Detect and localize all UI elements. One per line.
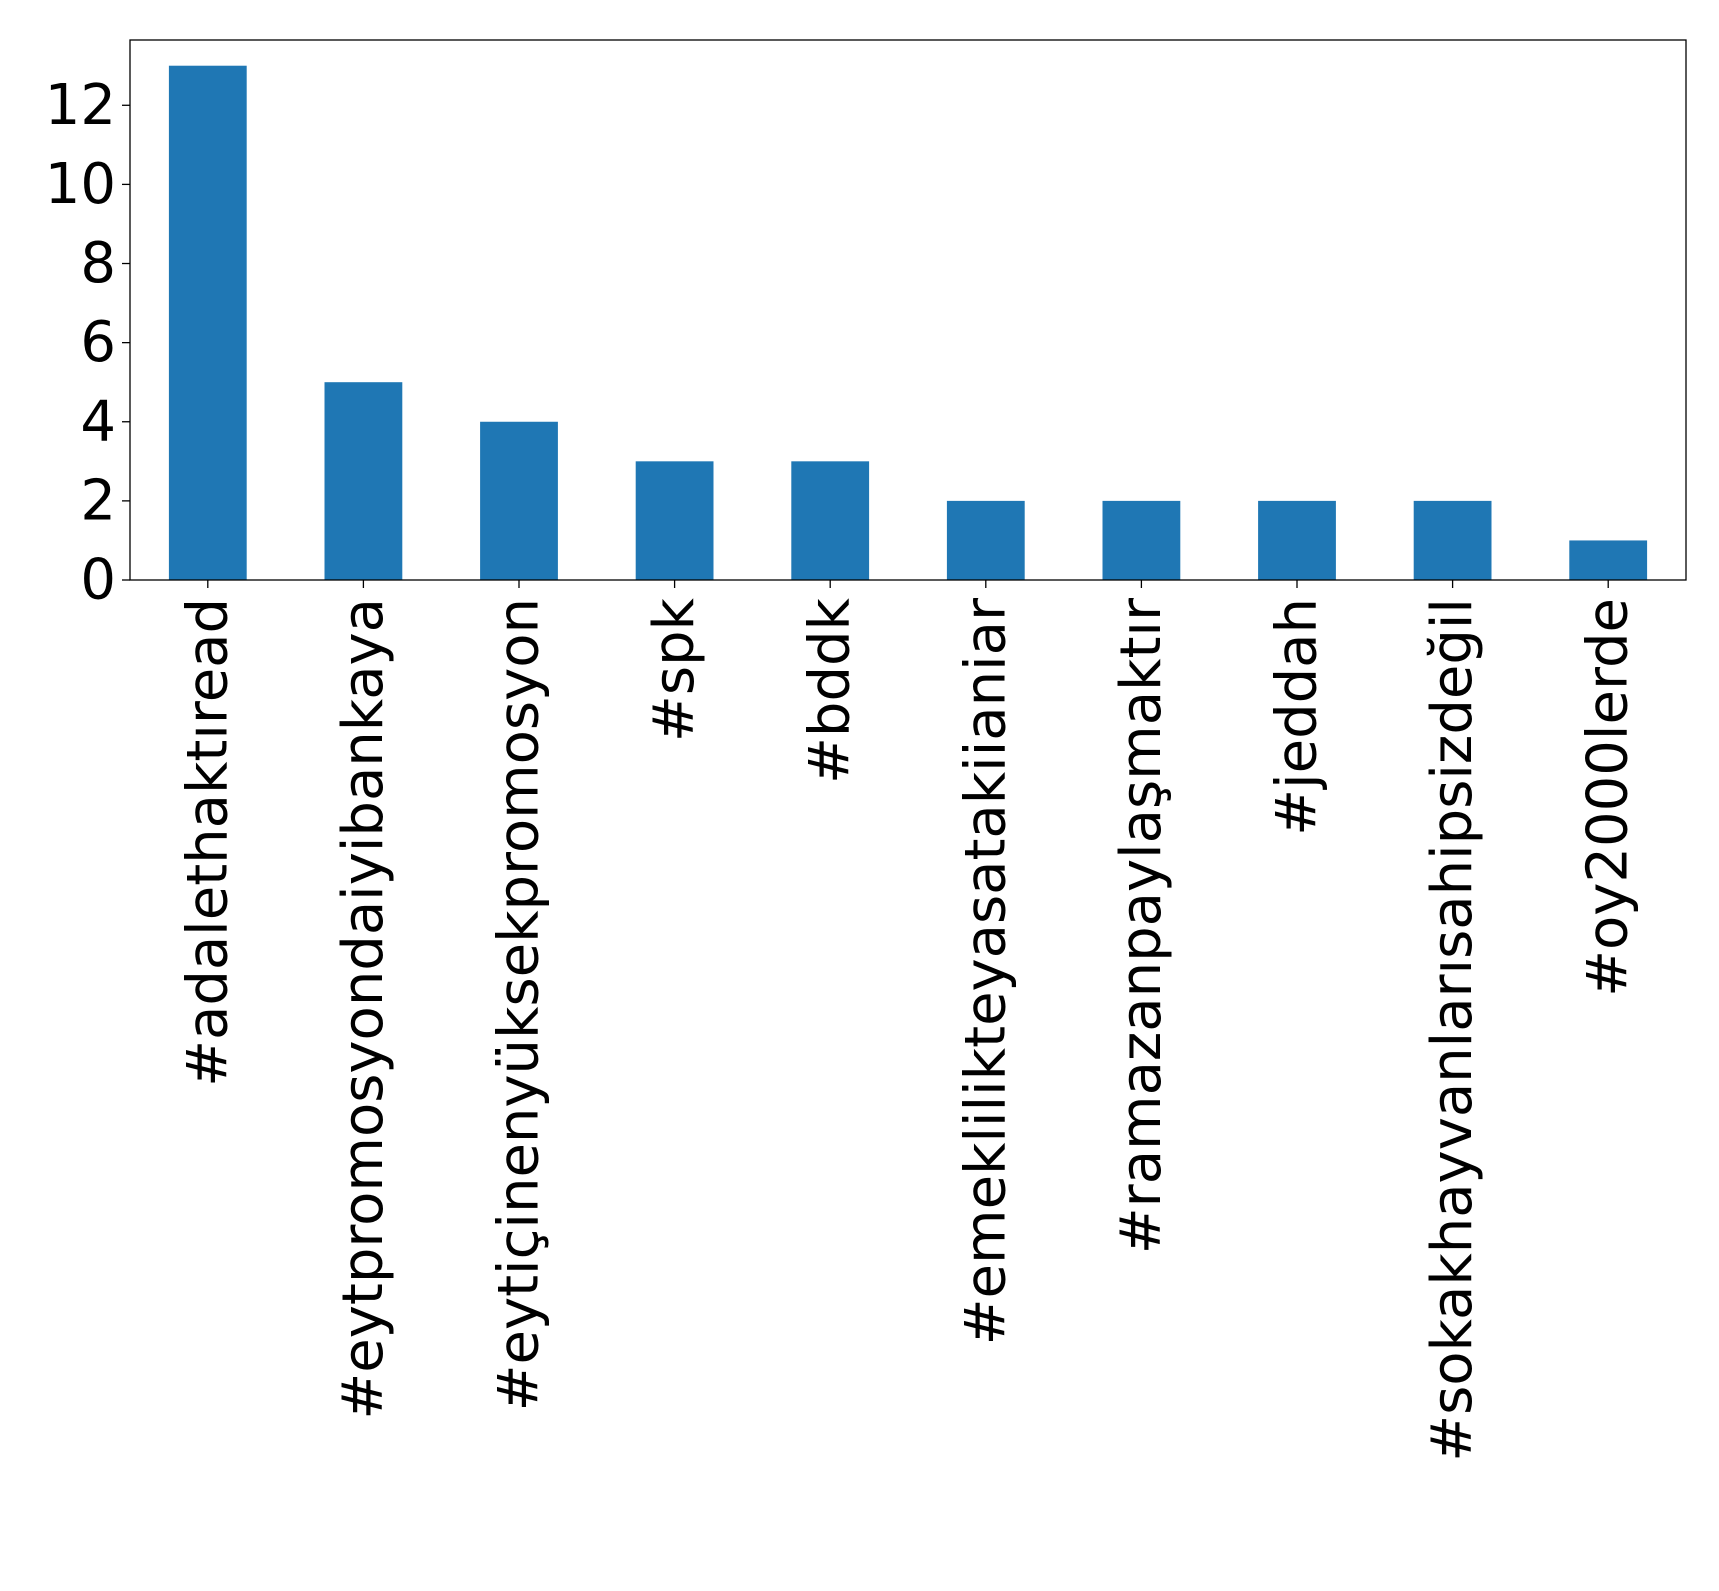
bar-0	[168, 65, 247, 580]
y-tick-label: 6	[80, 310, 116, 375]
x-tick-label: #ramazanpaylaşmaktır	[1109, 597, 1174, 1254]
x-tick-label: #oy2000lerde	[1576, 598, 1641, 997]
bar-2	[480, 421, 558, 580]
bar-9	[1569, 540, 1648, 580]
x-tick-label: #emeklilikteyasatakiianiar	[953, 597, 1018, 1345]
bar-8	[1413, 500, 1492, 580]
y-axis-ticks: 0 2 4 6 8 10 12	[45, 73, 130, 613]
y-tick-label: 4	[80, 389, 116, 454]
y-tick-label: 12	[45, 73, 116, 138]
x-tick-label: #eytiçinenyüksekpromosyon	[487, 598, 552, 1411]
x-tick-label: #adalethaktıread	[175, 598, 240, 1087]
x-tick-label: #eytpromosyondaiyibankaya	[331, 598, 396, 1420]
bar-3	[635, 461, 714, 580]
bars-group	[168, 65, 1648, 580]
bar-4	[791, 461, 870, 580]
y-tick-label: 10	[45, 152, 116, 217]
x-tick-label: #sokakhayvanlarısahipsizdeğil	[1420, 598, 1485, 1462]
bar-1	[324, 382, 403, 580]
x-tick-label: #jeddah	[1265, 598, 1330, 836]
y-tick-label: 0	[80, 548, 116, 613]
y-tick-label: 2	[80, 468, 116, 533]
y-tick-label: 8	[80, 231, 116, 296]
bar-7	[1258, 500, 1336, 580]
x-axis-ticks: #adalethaktıread #eytpromosyondaiyibankay…	[175, 580, 1641, 1462]
bar-6	[1102, 500, 1181, 580]
bar-5	[946, 500, 1025, 580]
plot-area-frame	[129, 39, 1687, 581]
x-tick-label: #spk	[642, 597, 707, 742]
x-tick-label: #bddk	[798, 597, 863, 784]
